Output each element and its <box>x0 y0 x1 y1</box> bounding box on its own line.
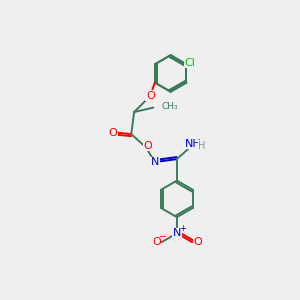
Text: O: O <box>193 237 202 247</box>
Text: CH₃: CH₃ <box>162 102 178 111</box>
Text: O: O <box>146 91 155 101</box>
Text: +: + <box>179 224 186 232</box>
Text: N: N <box>151 157 159 167</box>
Text: N: N <box>173 228 181 238</box>
Text: Cl: Cl <box>184 58 195 68</box>
Text: O: O <box>109 128 117 138</box>
Text: H: H <box>198 141 206 151</box>
Text: O: O <box>152 237 161 247</box>
Text: −: − <box>159 232 167 242</box>
Text: O: O <box>143 141 152 151</box>
Text: NH: NH <box>185 139 202 148</box>
